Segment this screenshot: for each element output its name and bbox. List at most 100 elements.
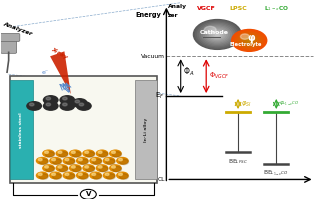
Circle shape [93, 174, 102, 179]
Circle shape [98, 151, 102, 153]
Circle shape [205, 27, 229, 42]
Circle shape [92, 158, 96, 161]
Circle shape [78, 173, 82, 175]
Circle shape [112, 166, 116, 168]
Circle shape [105, 173, 109, 175]
Circle shape [43, 95, 59, 105]
Circle shape [86, 152, 95, 157]
Polygon shape [50, 51, 71, 94]
Circle shape [79, 159, 88, 165]
Circle shape [78, 158, 82, 161]
Circle shape [246, 38, 253, 43]
Circle shape [120, 159, 128, 165]
Circle shape [42, 164, 55, 172]
Circle shape [52, 173, 55, 175]
Circle shape [62, 157, 75, 165]
Circle shape [49, 171, 62, 179]
Circle shape [38, 158, 42, 161]
Circle shape [46, 152, 54, 157]
Circle shape [49, 157, 62, 165]
Circle shape [232, 29, 267, 51]
Circle shape [106, 159, 115, 165]
Circle shape [103, 171, 116, 179]
Text: $\varphi_{L_{1-x}CO}$: $\varphi_{L_{1-x}CO}$ [279, 100, 300, 108]
Text: Analy: Analy [168, 4, 187, 9]
Circle shape [66, 174, 75, 179]
Circle shape [26, 101, 42, 111]
Circle shape [99, 166, 108, 172]
Circle shape [96, 149, 108, 157]
Circle shape [113, 152, 122, 157]
Circle shape [109, 149, 122, 157]
Circle shape [233, 31, 265, 50]
Text: BE$_{L_{1-x}CO}$: BE$_{L_{1-x}CO}$ [263, 169, 289, 178]
Circle shape [113, 166, 122, 172]
Circle shape [75, 100, 80, 103]
Circle shape [85, 166, 89, 168]
Circle shape [213, 32, 221, 37]
Circle shape [247, 39, 251, 42]
Circle shape [116, 157, 129, 165]
Circle shape [242, 36, 256, 45]
Circle shape [116, 171, 129, 179]
Text: Energy: Energy [136, 12, 162, 18]
Circle shape [244, 37, 254, 44]
Circle shape [46, 103, 51, 106]
Text: e⁻: e⁻ [42, 70, 49, 75]
Text: LPSC: LPSC [229, 6, 247, 11]
Circle shape [76, 171, 89, 179]
Circle shape [72, 152, 81, 157]
Circle shape [79, 174, 88, 179]
Text: BE$_{LPSC}$: BE$_{LPSC}$ [228, 157, 248, 166]
Circle shape [39, 174, 48, 179]
Circle shape [69, 164, 82, 172]
Circle shape [89, 171, 102, 179]
Circle shape [58, 166, 62, 168]
Circle shape [215, 33, 219, 36]
Circle shape [65, 158, 69, 161]
Text: X-ray: X-ray [51, 47, 69, 60]
Circle shape [52, 158, 55, 161]
Circle shape [65, 173, 69, 175]
Circle shape [72, 98, 88, 108]
Text: zer: zer [168, 13, 179, 18]
Circle shape [98, 166, 102, 168]
Circle shape [59, 95, 75, 105]
Circle shape [197, 22, 237, 47]
Circle shape [99, 152, 108, 157]
Circle shape [240, 34, 249, 39]
Circle shape [235, 32, 263, 49]
Circle shape [63, 97, 67, 100]
Circle shape [96, 164, 108, 172]
Circle shape [76, 157, 89, 165]
FancyBboxPatch shape [0, 33, 20, 41]
Text: Vacuum: Vacuum [141, 54, 165, 59]
Circle shape [71, 151, 75, 153]
Circle shape [42, 149, 55, 157]
Circle shape [80, 189, 96, 199]
Circle shape [103, 157, 116, 165]
Circle shape [62, 171, 75, 179]
Text: $\Phi_A$: $\Phi_A$ [183, 66, 195, 78]
Circle shape [82, 149, 95, 157]
Circle shape [89, 157, 102, 165]
Circle shape [46, 166, 54, 172]
Text: φ: φ [247, 33, 255, 43]
Circle shape [36, 171, 49, 179]
Circle shape [55, 164, 68, 172]
Circle shape [209, 29, 225, 39]
Circle shape [59, 166, 68, 172]
Circle shape [76, 101, 92, 111]
Circle shape [59, 101, 75, 111]
Circle shape [36, 157, 49, 165]
Circle shape [39, 159, 48, 165]
Circle shape [45, 166, 49, 168]
Circle shape [240, 35, 258, 46]
Circle shape [109, 164, 122, 172]
Circle shape [204, 26, 231, 43]
Circle shape [45, 151, 49, 153]
Circle shape [63, 103, 67, 106]
Text: In-Li alloy: In-Li alloy [144, 118, 148, 142]
Circle shape [85, 151, 89, 153]
Circle shape [212, 31, 223, 38]
